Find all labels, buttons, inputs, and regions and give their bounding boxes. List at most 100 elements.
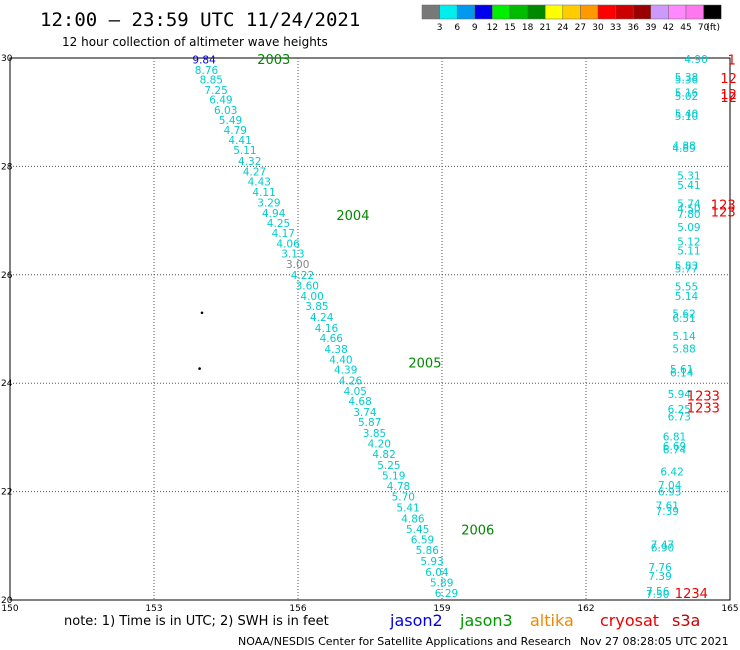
colorbar-unit: (ft) xyxy=(706,23,720,33)
swh-value-label: 3.85 xyxy=(363,428,386,440)
swh-value-label: 4.26 xyxy=(339,375,363,387)
red-label: 12 xyxy=(720,91,737,106)
swh-value-label: 6.90 xyxy=(651,542,674,554)
colorbar-label: 15 xyxy=(504,23,515,33)
red-label: 1 xyxy=(728,54,736,69)
chart-title: 12:00 – 23:59 UTC 11/24/2021 xyxy=(40,9,360,31)
swh-value-label: 5.38 xyxy=(675,72,698,84)
swh-value-label: 4.86 xyxy=(401,514,425,526)
swh-value-label: 4.05 xyxy=(344,386,367,398)
track-labels: 2003 2004 2005 2006 xyxy=(257,53,494,538)
red-label: 1234 xyxy=(675,587,708,602)
y-tick-label: 22 xyxy=(1,488,12,498)
swh-value-label: 5.62 xyxy=(672,308,695,320)
swh-value-label: 4.78 xyxy=(387,481,410,493)
colorbar-swatch xyxy=(580,4,599,20)
swh-value-label: 3.13 xyxy=(281,249,304,261)
legend-s3a: s3a xyxy=(672,611,700,630)
swh-value-label: 5.55 xyxy=(675,282,698,294)
colorbar-swatch xyxy=(615,4,634,20)
red-label: 1233 xyxy=(687,390,720,405)
colorbar-label: 42 xyxy=(663,23,674,33)
swh-value-label: 6.42 xyxy=(660,467,683,479)
legend-jason2: jason2 xyxy=(389,611,443,630)
colorbar-label: 70 xyxy=(698,23,710,33)
swh-value-label: 3.74 xyxy=(353,407,377,419)
colorbar-label: 45 xyxy=(680,23,691,33)
swh-value-label: 7.39 xyxy=(648,571,671,583)
swh-value-label: 5.83 xyxy=(675,261,698,273)
swh-value-label: 4.27 xyxy=(243,166,266,178)
swh-value-label: 5.41 xyxy=(677,180,700,192)
colorbar-label: 39 xyxy=(645,23,657,33)
legend-altika: altika xyxy=(530,611,574,630)
colorbar-swatch xyxy=(527,4,546,20)
x-tick-labels: 150 153 156 159 162 165 xyxy=(1,604,738,614)
swh-value-label: 4.79 xyxy=(224,125,247,137)
swh-value-label: 7.50 xyxy=(646,589,669,601)
colorbar-swatch xyxy=(703,4,722,20)
footer-time: Nov 27 08:28:05 UTC 2021 xyxy=(580,635,729,648)
swh-value-label: 4.20 xyxy=(368,438,391,450)
swh-value-label: 5.09 xyxy=(677,222,700,234)
swh-value-label: 5.77 xyxy=(675,263,698,275)
colorbar-label: 3 xyxy=(437,23,443,33)
swh-value-label: 3.00 xyxy=(286,259,309,271)
swh-value-label: 5.41 xyxy=(396,502,419,514)
swh-value-label: 4.41 xyxy=(228,135,251,147)
red-label: 1233 xyxy=(687,402,720,417)
track-label: 2006 xyxy=(461,524,494,539)
colorbar-label: 9 xyxy=(472,23,478,33)
swh-value-label: 5.93 xyxy=(420,556,443,568)
colorbar-swatch xyxy=(456,4,476,20)
legend-cryosat: cryosat xyxy=(600,611,659,630)
y-tick-label: 28 xyxy=(1,162,13,172)
swh-value-label: 5.87 xyxy=(358,417,381,429)
data-dot xyxy=(200,311,204,315)
swh-value-label: 5.12 xyxy=(677,237,700,249)
swh-value-label: 4.68 xyxy=(348,396,371,408)
swh-value-label: 5.94 xyxy=(668,389,692,401)
swh-value-label: 4.38 xyxy=(324,344,347,356)
swh-value-label: 5.10 xyxy=(675,111,698,123)
swh-value-label: 5.36 xyxy=(675,75,699,87)
swh-value-label: 7.04 xyxy=(658,480,682,492)
satellite-legend: jason2 jason3 altika cryosat s3a xyxy=(389,611,700,630)
swh-value-label: 4.32 xyxy=(238,156,261,168)
swh-value-label: 5.11 xyxy=(677,245,700,257)
x-tick-label: 165 xyxy=(721,604,738,614)
plot-area: 150 153 156 159 162 165 20 22 24 26 28 30 9.848.76… xyxy=(1,53,739,614)
swh-value-label: 6.93 xyxy=(658,487,681,499)
colorbar-label: 6 xyxy=(454,23,460,33)
y-tick-label: 24 xyxy=(1,379,13,389)
grid-lines xyxy=(10,58,730,600)
swh-value-label: 5.25 xyxy=(377,460,400,472)
swh-value-label: 7.39 xyxy=(656,506,679,518)
colorbar-label: 33 xyxy=(610,23,621,33)
swh-value-label: 5.19 xyxy=(382,470,405,482)
swh-value-label: 4.00 xyxy=(300,291,323,303)
x-tick-label: 153 xyxy=(145,604,162,614)
swh-value-label: 5.02 xyxy=(675,91,698,103)
track-label: 2003 xyxy=(257,53,290,68)
swh-value-label: 7.25 xyxy=(204,85,227,97)
red-label: 123 xyxy=(711,198,736,213)
swh-value-label: 4.22 xyxy=(291,270,314,282)
red-label: 123 xyxy=(711,205,736,220)
swh-value-label: 6.69 xyxy=(663,441,686,453)
colorbar-swatch xyxy=(632,4,652,20)
swh-value-label: 4.82 xyxy=(372,449,395,461)
colorbar-label: 18 xyxy=(522,23,534,33)
swh-value-label: 4.06 xyxy=(276,238,300,250)
colorbar-label: 24 xyxy=(557,23,569,33)
swh-value-label: 5.86 xyxy=(416,545,440,557)
swh-value-label: 4.25 xyxy=(267,218,290,230)
swh-value-label: 4.40 xyxy=(329,354,352,366)
swh-value-label: 6.51 xyxy=(672,313,695,325)
swh-value-label: 5.61 xyxy=(670,364,693,376)
colorbar-swatch xyxy=(509,4,528,20)
legend-jason3: jason3 xyxy=(459,611,513,630)
colorbar-swatch xyxy=(421,4,440,20)
